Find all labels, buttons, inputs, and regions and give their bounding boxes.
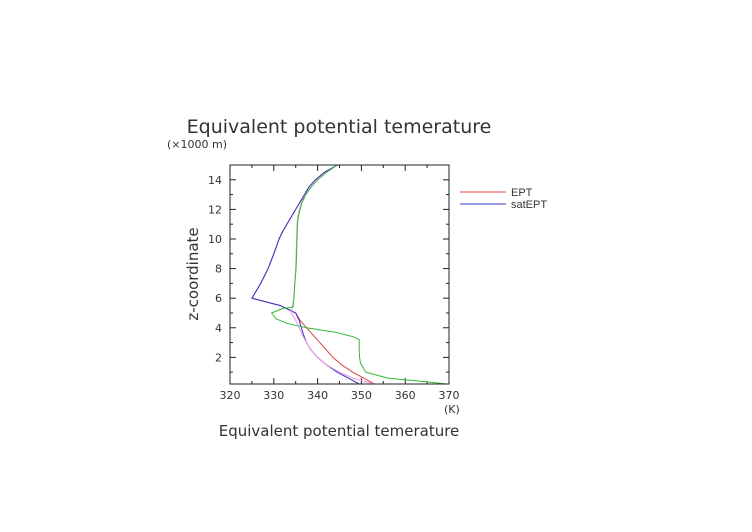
x-axis-unit: (K) <box>444 403 460 416</box>
x-tick-label: 320 <box>220 389 241 402</box>
x-tick-label: 360 <box>395 389 416 402</box>
y-tick-label: 14 <box>208 174 222 187</box>
plot-frame <box>229 164 450 385</box>
y-tick-label: 6 <box>215 292 222 305</box>
y-axis-unit: (×1000 m) <box>167 138 227 151</box>
axis-ticks: 320 330 340 350 360 370 2 4 6 8 10 12 14 <box>208 164 460 402</box>
x-tick-label: 330 <box>263 389 284 402</box>
series-line-1 <box>251 164 375 385</box>
y-axis-label: z-coordinate <box>184 227 202 320</box>
x-tick-label: 350 <box>351 389 372 402</box>
series-layer <box>251 164 447 385</box>
chart-title: Equivalent potential temerature <box>187 116 492 138</box>
x-tick-label: 340 <box>307 389 328 402</box>
y-tick-label: 4 <box>215 322 222 335</box>
y-tick-label: 2 <box>215 351 222 364</box>
y-tick-label: 10 <box>208 233 222 246</box>
series-line-4 <box>270 164 447 385</box>
y-tick-label: 8 <box>215 263 222 276</box>
x-tick-label: 370 <box>439 389 460 402</box>
x-axis-label: Equivalent potential temerature <box>219 422 460 440</box>
legend-label: EPT <box>511 187 533 199</box>
legend-label: satEPT <box>511 199 547 211</box>
y-tick-label: 12 <box>208 203 222 216</box>
series-line-2 <box>251 164 360 385</box>
